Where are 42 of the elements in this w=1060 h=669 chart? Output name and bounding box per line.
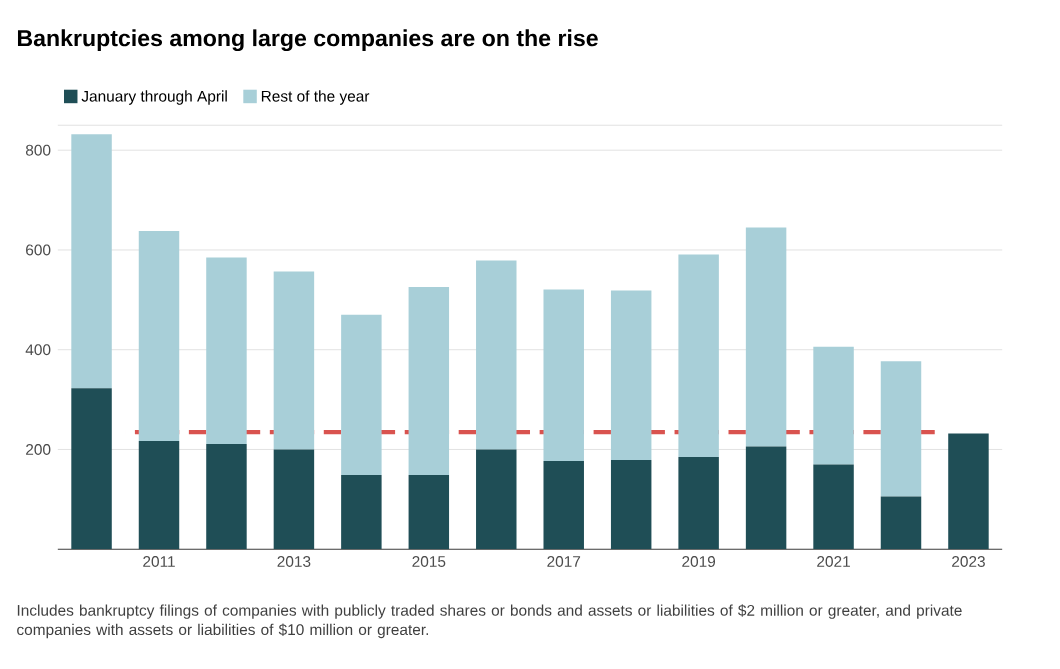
y-tick-label: 600 <box>26 244 51 256</box>
bar <box>71 388 112 550</box>
bar <box>745 446 787 550</box>
bar <box>813 464 854 550</box>
y-tick-label: 200 <box>26 444 51 456</box>
chart-title: Bankruptcies among large companies are on the rise <box>17 29 598 52</box>
x-tick-label: 2017 <box>547 556 581 568</box>
x-tick-label: 2013 <box>277 556 311 568</box>
bar <box>273 449 315 550</box>
x-tick-label: 2011 <box>143 556 175 568</box>
legend-label: January through April <box>81 90 227 105</box>
y-tick-label: 400 <box>25 344 51 356</box>
bar <box>476 449 517 550</box>
bar <box>543 289 584 462</box>
x-tick-label: 2015 <box>412 556 446 568</box>
bar <box>880 496 922 550</box>
bar <box>206 444 247 550</box>
bar <box>678 254 719 458</box>
bar <box>610 290 652 461</box>
text: Includes bankruptcy filings of companies with publicly traded shares or bonds and assets or liabilities of $2 million or greater, and private companies with assets or liabilities of $10 million or greater. <box>17 604 962 639</box>
bar <box>341 475 382 550</box>
bar <box>948 433 989 550</box>
bar <box>138 231 180 442</box>
bar <box>813 346 854 465</box>
x-tick-label: 2023 <box>952 556 985 568</box>
bar <box>206 257 247 445</box>
bar <box>745 227 787 447</box>
bar <box>476 260 517 450</box>
bar <box>408 287 450 476</box>
bar <box>543 461 584 550</box>
bar <box>678 457 719 550</box>
bar <box>273 271 315 450</box>
legend-label: Rest of the year <box>261 90 370 105</box>
bar <box>880 361 922 497</box>
bar <box>71 134 112 389</box>
x-tick-label: 2019 <box>682 556 716 568</box>
y-tick-label: 800 <box>25 144 51 156</box>
bar <box>610 460 652 550</box>
bar <box>138 441 180 550</box>
x-tick-label: 2021 <box>817 556 850 568</box>
bar <box>408 475 450 550</box>
bar <box>341 314 382 476</box>
